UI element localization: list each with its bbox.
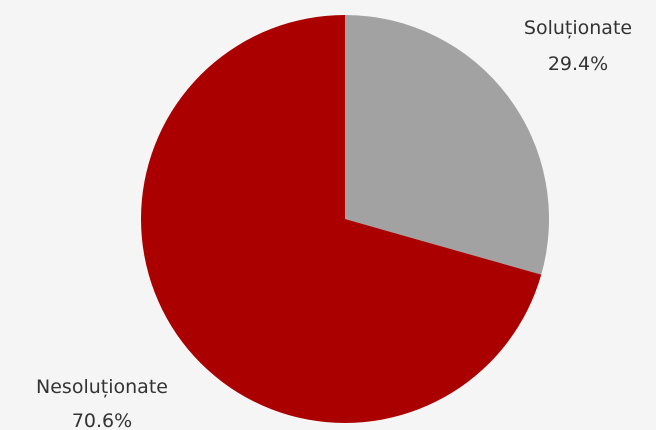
pie-slices [140,15,549,423]
pie-slice-1 [140,15,542,423]
slice-label-nesolutionate: Nesoluționate [36,376,168,398]
slice-label-solutionate: Soluționate [524,17,632,39]
slice-value-nesolutionate: 70.6% [72,410,132,430]
slice-value-solutionate: 29.4% [548,53,608,75]
pie-slice-0 [345,15,549,275]
